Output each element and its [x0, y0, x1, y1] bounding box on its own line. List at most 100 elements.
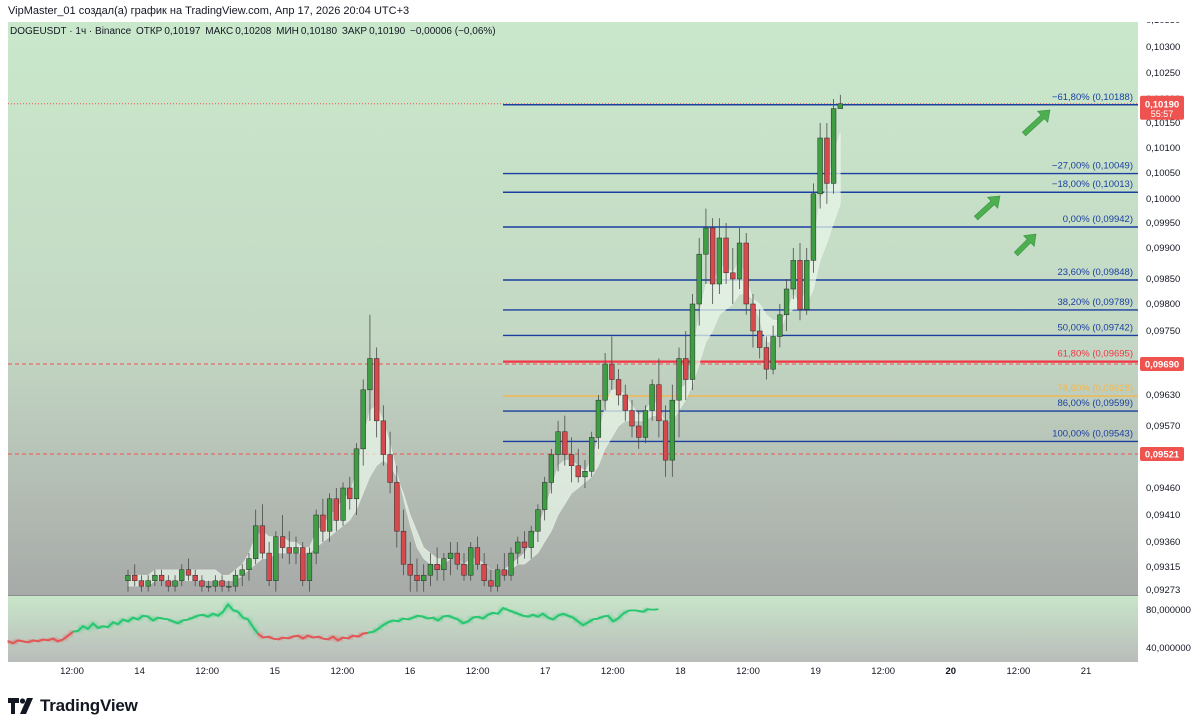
candle[interactable]: [461, 553, 467, 581]
candle[interactable]: [763, 336, 770, 380]
candle[interactable]: [535, 504, 541, 542]
candle[interactable]: [474, 536, 481, 570]
candle[interactable]: [259, 504, 266, 559]
candle[interactable]: [212, 575, 219, 592]
candle[interactable]: [521, 531, 528, 559]
candle[interactable]: [562, 415, 568, 466]
candle[interactable]: [636, 410, 642, 449]
chart-area[interactable]: −61,80% (0,10188) −27,00% (0,10049) −18,00…: [0, 22, 1199, 690]
candle[interactable]: [360, 379, 366, 466]
candle[interactable]: [421, 564, 427, 592]
candle[interactable]: [179, 564, 185, 587]
candle[interactable]: [414, 558, 420, 592]
candle[interactable]: [158, 569, 165, 587]
candle[interactable]: [817, 123, 823, 209]
candle[interactable]: [253, 509, 259, 565]
tradingview-logo[interactable]: TradingView: [8, 696, 138, 716]
candle[interactable]: [266, 542, 272, 587]
candle[interactable]: [125, 569, 131, 592]
candle[interactable]: [434, 547, 440, 581]
candle[interactable]: [313, 509, 319, 565]
candle[interactable]: [239, 564, 245, 587]
candle[interactable]: [320, 498, 326, 542]
candle[interactable]: [494, 564, 501, 592]
candle[interactable]: [407, 542, 413, 592]
candle[interactable]: [306, 547, 313, 592]
candle[interactable]: [273, 531, 279, 592]
arrow-annotation[interactable]: [1021, 109, 1051, 137]
candle[interactable]: [219, 575, 225, 592]
arrow-annotation[interactable]: [1013, 233, 1037, 257]
candle[interactable]: [394, 465, 400, 548]
candle[interactable]: [716, 218, 723, 294]
candle[interactable]: [615, 369, 622, 406]
candle[interactable]: [777, 304, 783, 348]
candle[interactable]: [595, 395, 602, 449]
candle[interactable]: [293, 536, 299, 565]
candle[interactable]: [783, 279, 790, 331]
candle[interactable]: [797, 243, 803, 321]
candle[interactable]: [642, 405, 649, 444]
candle[interactable]: [669, 384, 675, 477]
candle[interactable]: [582, 460, 588, 488]
candle[interactable]: [454, 542, 460, 570]
candle[interactable]: [145, 575, 151, 592]
candle[interactable]: [730, 248, 736, 304]
candle[interactable]: [676, 347, 682, 438]
candle[interactable]: [609, 336, 615, 390]
candle[interactable]: [649, 379, 655, 421]
candle[interactable]: [172, 575, 178, 592]
candle[interactable]: [709, 218, 716, 304]
candle[interactable]: [481, 553, 487, 587]
candle[interactable]: [703, 208, 709, 284]
candle[interactable]: [656, 358, 662, 438]
candle[interactable]: [837, 94, 843, 109]
candle[interactable]: [689, 294, 696, 390]
candle[interactable]: [750, 294, 756, 348]
candle[interactable]: [508, 547, 514, 581]
candle[interactable]: [427, 553, 434, 587]
candle[interactable]: [353, 443, 360, 515]
candle[interactable]: [629, 400, 635, 438]
candle[interactable]: [528, 525, 534, 559]
candle[interactable]: [568, 437, 575, 483]
candle[interactable]: [830, 99, 837, 194]
candle[interactable]: [810, 183, 817, 273]
candle[interactable]: [326, 493, 333, 542]
candle[interactable]: [743, 233, 749, 315]
candle[interactable]: [804, 248, 810, 315]
candle[interactable]: [662, 405, 669, 477]
candle[interactable]: [165, 575, 171, 592]
candle[interactable]: [589, 431, 595, 477]
candle[interactable]: [347, 476, 353, 510]
candle[interactable]: [555, 420, 561, 472]
candle[interactable]: [286, 531, 292, 565]
candle[interactable]: [696, 238, 702, 326]
arrow-annotation[interactable]: [973, 195, 1001, 221]
candle[interactable]: [300, 542, 306, 587]
candle[interactable]: [548, 448, 555, 494]
candle[interactable]: [468, 542, 474, 581]
candle[interactable]: [541, 476, 548, 521]
candle[interactable]: [575, 448, 581, 483]
candle[interactable]: [246, 553, 252, 581]
candle[interactable]: [279, 515, 286, 559]
candle[interactable]: [447, 542, 454, 576]
candle[interactable]: [790, 248, 796, 299]
candle[interactable]: [488, 569, 494, 592]
candle[interactable]: [622, 384, 628, 421]
candle[interactable]: [192, 569, 198, 587]
candle[interactable]: [824, 123, 830, 204]
candle[interactable]: [199, 575, 205, 592]
candle[interactable]: [373, 347, 380, 438]
candle[interactable]: [367, 314, 373, 421]
candle[interactable]: [138, 575, 145, 592]
candle[interactable]: [232, 569, 239, 592]
candle[interactable]: [152, 569, 158, 587]
candle[interactable]: [602, 353, 608, 411]
candle[interactable]: [515, 536, 521, 565]
candle[interactable]: [757, 309, 763, 359]
candle[interactable]: [387, 431, 393, 494]
candle[interactable]: [736, 228, 743, 289]
candle[interactable]: [770, 325, 776, 375]
